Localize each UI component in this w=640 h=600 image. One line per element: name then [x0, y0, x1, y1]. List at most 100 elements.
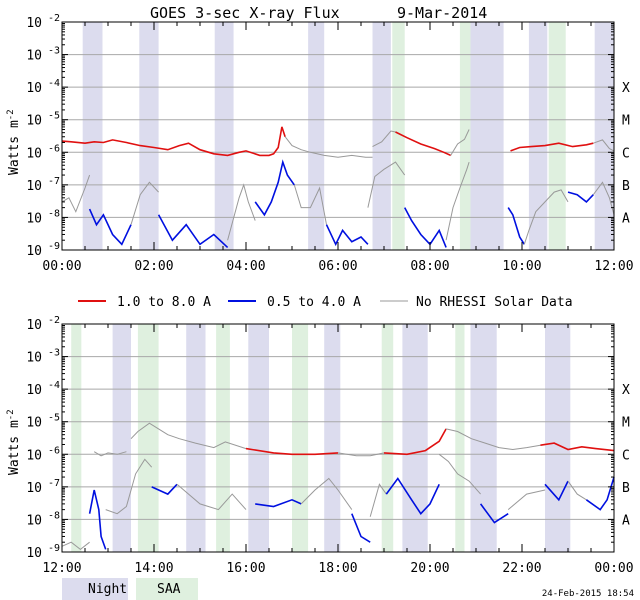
flare-class-C-1: C: [622, 146, 630, 161]
short-channel-segment-2-9: [369, 483, 387, 517]
short-channel-segment-2-7: [300, 477, 353, 510]
x-tick-label-2-2: 14:00: [134, 561, 173, 576]
night-band-2-1: [112, 324, 131, 552]
y-tick-exponent-1--3: -3: [48, 46, 60, 57]
y-tick-label-2--2: 10: [26, 318, 42, 333]
night-band-2-7: [545, 324, 571, 552]
flare-class-B-2: B: [622, 481, 630, 496]
long-channel-segment-1-4: [395, 131, 452, 157]
saa-band-2-1: [71, 324, 82, 552]
x-tick-label-2-3: 16:00: [226, 561, 265, 576]
x-tick-label-1-3: 04:00: [226, 259, 265, 274]
short-channel-segment-2-14: [544, 480, 569, 502]
panel-1-series: [61, 126, 615, 248]
y-tick-label-1--5: 10: [26, 114, 42, 129]
short-channel-segment-2-10: [385, 477, 440, 515]
y-tick-exponent-2--6: -6: [48, 445, 60, 456]
night-band-2-2: [186, 324, 206, 552]
y-tick-exponent-1--6: -6: [48, 143, 60, 154]
x-tick-label-1-7: 12:00: [594, 259, 633, 274]
panel-2-background-bands: [71, 324, 571, 552]
saa-band-2-6: [455, 324, 465, 552]
long-channel-segment-2-7: [540, 442, 615, 452]
y-tick-exponent-1--4: -4: [48, 78, 60, 89]
long-channel-segment-2-6: [445, 428, 541, 451]
y-tick-label-2--8: 10: [26, 513, 42, 528]
y-tick-label-2--9: 10: [26, 546, 42, 561]
y-tick-label-2--5: 10: [26, 416, 42, 431]
saa-band-2-5: [381, 324, 394, 552]
y-axis-title-panel-1: Watts m-2: [6, 109, 22, 175]
short-channel-segment-1-4: [157, 214, 229, 248]
short-channel-segment-2-4: [151, 483, 178, 496]
short-channel-segment-2-15: [567, 480, 587, 501]
short-channel-segment-1-5: [227, 183, 256, 241]
y-tick-exponent-1--7: -7: [48, 176, 60, 187]
short-channel-segment-1-13: [523, 189, 569, 245]
short-channel-segment-1-2: [88, 208, 132, 246]
night-band-2-6: [470, 324, 497, 552]
short-channel-segment-1-1: [61, 174, 91, 213]
long-channel-segment-1-1: [61, 126, 286, 157]
long-channel-segment-1-5: [450, 129, 470, 156]
y-tick-label-1--3: 10: [26, 49, 42, 64]
legend-label-no-rhessi: No RHESSI Solar Data: [416, 295, 573, 310]
legend: 1.0 to 8.0 A 0.5 to 4.0 A No RHESSI Sola…: [78, 295, 573, 310]
chart-title: GOES 3-sec X-ray Flux: [150, 4, 340, 22]
long-channel-segment-2-1: [93, 451, 127, 457]
long-channel-segment-1-2: [284, 136, 373, 158]
y-tick-exponent-1--9: -9: [48, 241, 60, 252]
night-band-2-3: [248, 324, 269, 552]
short-channel-segment-1-6: [254, 159, 295, 217]
x-tick-label-1-4: 06:00: [318, 259, 357, 274]
y-tick-exponent-2--9: -9: [48, 543, 60, 554]
y-tick-exponent-2--2: -2: [48, 315, 60, 326]
panel-1-grid: [62, 54, 614, 218]
panel-2-series: [61, 422, 615, 551]
x-tick-label-2-7: 00:00: [594, 561, 633, 576]
y-tick-exponent-1--5: -5: [48, 111, 60, 122]
long-channel-segment-1-6: [510, 142, 594, 152]
long-channel-segment-1-7: [593, 139, 615, 152]
short-channel-segment-2-5: [176, 483, 247, 511]
generated-timestamp: 24-Feb-2015 18:54: [542, 589, 634, 599]
short-channel-segment-1-14: [567, 191, 594, 203]
night-key-label: Night: [88, 582, 127, 597]
panel-1-axes: 10 -9 10 -8 10 -7 10 -6 10 -5 10 -4 10 -3 10 -2 A B C M X 00:…: [26, 13, 633, 274]
short-channel-segment-1-15: [592, 181, 615, 215]
y-tick-label-2--7: 10: [26, 481, 42, 496]
band-key: Night SAA: [62, 578, 198, 600]
short-channel-segment-1-10: [403, 207, 447, 248]
short-channel-segment-2-2: [88, 489, 107, 550]
short-channel-segment-2-8: [351, 513, 371, 543]
panel-2-axes: 10 -9 10 -8 10 -7 10 -6 10 -5 10 -4 10 -3 10 -2 A B C M X 12:…: [26, 315, 633, 576]
x-tick-label-2-5: 20:00: [410, 561, 449, 576]
x-tick-label-1-5: 08:00: [410, 259, 449, 274]
y-tick-exponent-2--3: -3: [48, 348, 60, 359]
short-channel-segment-1-9: [367, 161, 406, 208]
night-band-1-6: [470, 22, 504, 250]
saa-key-swatch: [136, 578, 198, 600]
flare-class-C-2: C: [622, 448, 630, 463]
long-channel-segment-2-5: [383, 428, 447, 456]
night-band-1-1: [82, 22, 103, 250]
night-band-2-5: [402, 324, 428, 552]
x-tick-label-1-1: 00:00: [42, 259, 81, 274]
flare-class-A-1: A: [622, 211, 630, 226]
legend-label-long: 1.0 to 8.0 A: [117, 295, 211, 310]
night-key-swatch: [62, 578, 128, 600]
y-tick-exponent-1--2: -2: [48, 13, 60, 24]
saa-key-label: SAA: [157, 582, 181, 597]
chart-date: 9-Mar-2014: [397, 4, 487, 22]
flare-class-M-1: M: [622, 114, 630, 129]
y-tick-label-2--4: 10: [26, 383, 42, 398]
short-channel-segment-2-11: [438, 453, 481, 495]
short-channel-segment-2-3: [105, 458, 153, 515]
night-band-1-7: [528, 22, 548, 250]
saa-band-1-3: [548, 22, 566, 250]
long-channel-segment-2-4: [337, 452, 385, 457]
saa-band-1-2: [459, 22, 471, 250]
y-tick-label-1--6: 10: [26, 146, 42, 161]
short-channel-segment-1-11: [445, 161, 470, 241]
